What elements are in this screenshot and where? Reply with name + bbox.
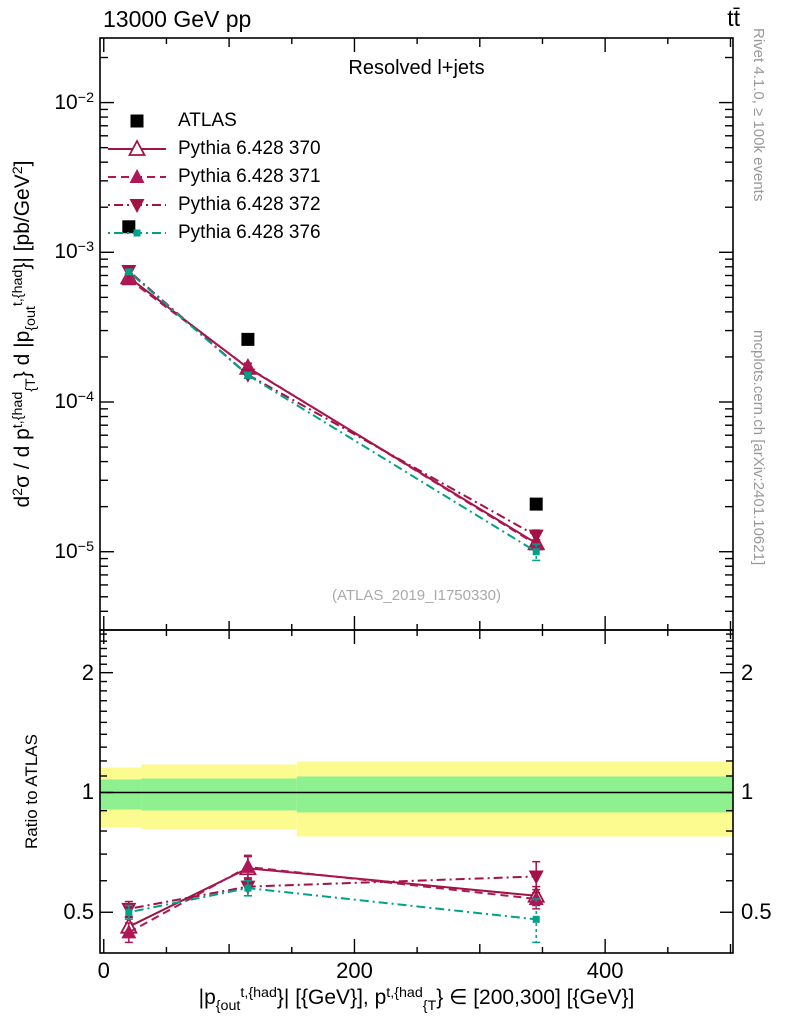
- series-line-2: [128, 278, 537, 546]
- legend-sample-1: [108, 139, 166, 156]
- legend-item-0: ATLAS: [106, 107, 321, 135]
- data-point-marker: [532, 915, 540, 923]
- series-line-1: [128, 276, 537, 545]
- data-point-marker: [244, 884, 252, 892]
- mcplots-arxiv-note: mcplots.cern.ch [arXiv:2401.10621]: [750, 330, 767, 566]
- ratio-tick-label-right: 2: [741, 659, 754, 685]
- data-point-marker: [532, 548, 540, 556]
- data-point-marker: [241, 332, 255, 346]
- data-point-marker: [528, 890, 544, 905]
- ratio-panel-series: [119, 854, 546, 944]
- data-point-marker: [130, 114, 144, 128]
- series-line-4: [128, 271, 537, 553]
- legend-sample-0: [130, 114, 144, 128]
- ratio-tick-label-right: 0.5: [741, 899, 772, 925]
- process-label: tt̄: [727, 5, 740, 31]
- data-point-marker: [529, 497, 543, 511]
- data-point-marker: [122, 220, 136, 234]
- x-tick-label: 0: [97, 958, 110, 983]
- data-point-marker: [129, 199, 145, 213]
- legend-label: Pythia 6.428 370: [178, 138, 321, 159]
- green-band-segment: [141, 778, 297, 811]
- data-point-marker: [121, 924, 137, 939]
- analysis-watermark: (ATLAS_2019_I1750330): [331, 587, 501, 604]
- x-tick-label: 400: [586, 958, 624, 983]
- uncertainty-bands: [100, 761, 733, 837]
- data-point-marker: [125, 268, 133, 276]
- legend-sample-2: [108, 169, 166, 183]
- x-tick-label: 200: [336, 958, 373, 983]
- data-point-marker: [127, 139, 147, 156]
- legend-label: Pythia 6.428 372: [178, 194, 321, 215]
- data-point-marker: [528, 870, 544, 885]
- beam-energy-label: 13000 GeV pp: [103, 6, 252, 32]
- y-tick-label: 10−5: [54, 538, 94, 563]
- data-point-marker: [244, 371, 252, 379]
- x-axis-label: |p{outt,{had}| [{GeV}], pt,{had{T} ∈ [20…: [198, 985, 635, 1014]
- ratio-line-1: [128, 865, 537, 934]
- ratio-tick-label-left: 1: [81, 779, 94, 805]
- legend-item-3: Pythia 6.428 372: [106, 191, 321, 219]
- data-point-marker: [528, 529, 544, 544]
- y-tick-label: 10−3: [54, 239, 94, 264]
- legend-item-2: Pythia 6.428 371: [106, 163, 321, 191]
- legend-label: Pythia 6.428 376: [178, 222, 321, 243]
- legend-item-1: Pythia 6.428 370: [106, 135, 321, 163]
- y-axis-label-main: d2σ / d pt,{had{T} d |p{outt,{had}| [pb/…: [10, 160, 39, 508]
- green-band-segment: [100, 779, 142, 810]
- data-point-marker: [240, 858, 256, 873]
- ratio-tick-label-right: 1: [741, 779, 754, 805]
- data-point-marker: [129, 169, 145, 183]
- ratio-tick-label-left: 0.5: [63, 899, 94, 925]
- plot-title: Resolved l+jets: [348, 57, 485, 79]
- rivet-version-note: Rivet 4.1.0, ≥ 100k events: [750, 28, 767, 202]
- ratio-tick-label-left: 2: [81, 659, 94, 685]
- main-panel-series: [119, 220, 546, 562]
- y-tick-label: 10−2: [54, 89, 94, 114]
- data-point-marker: [133, 229, 141, 237]
- green-band-segment: [296, 776, 733, 813]
- data-point-marker: [125, 908, 133, 916]
- legend-sample-4: [108, 229, 166, 237]
- legend-label: ATLAS: [178, 110, 237, 131]
- legend-sample-3: [108, 199, 166, 213]
- series-line-3: [128, 270, 537, 537]
- legend: ATLAS Pythia 6.428 370 Pythia 6.428 371 Pyt…: [106, 107, 321, 247]
- legend-label: Pythia 6.428 371: [178, 166, 321, 187]
- legend-item-4: Pythia 6.428 376: [106, 219, 321, 247]
- y-tick-label: 10−4: [54, 389, 94, 414]
- axis-ticks: [100, 38, 733, 953]
